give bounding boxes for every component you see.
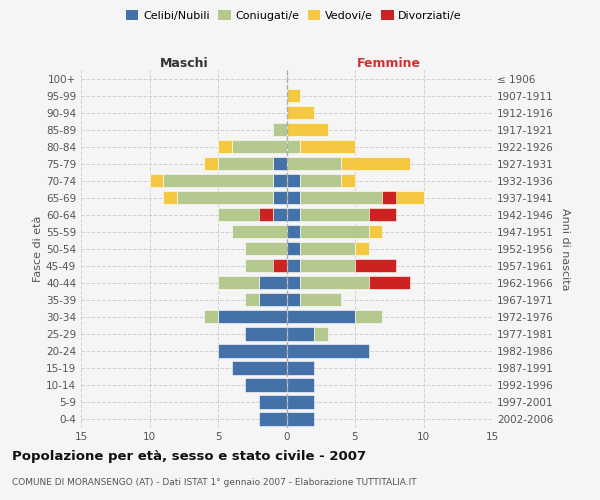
Bar (287, 123, 328, 136)
Bar (287, 174, 300, 188)
Bar (205, 157, 218, 170)
Bar (300, 242, 355, 256)
Bar (245, 259, 287, 272)
Bar (287, 259, 300, 272)
Bar (218, 140, 232, 153)
Bar (259, 293, 287, 306)
Bar (341, 157, 410, 170)
Y-axis label: Anni di nascita: Anni di nascita (560, 208, 570, 290)
Bar (382, 191, 396, 204)
Bar (369, 276, 410, 289)
Bar (218, 276, 259, 289)
Text: Maschi: Maschi (160, 57, 208, 70)
Bar (149, 174, 163, 188)
Bar (300, 140, 355, 153)
Bar (218, 157, 273, 170)
Bar (287, 327, 314, 340)
Bar (287, 157, 341, 170)
Bar (273, 191, 287, 204)
Bar (300, 225, 369, 238)
Bar (218, 310, 287, 324)
Bar (245, 242, 287, 256)
Bar (382, 191, 424, 204)
Text: Popolazione per età, sesso e stato civile - 2007: Popolazione per età, sesso e stato civil… (12, 450, 366, 463)
Bar (369, 208, 396, 222)
Bar (300, 276, 369, 289)
Bar (287, 276, 300, 289)
Bar (273, 174, 287, 188)
Bar (273, 259, 287, 272)
Bar (273, 208, 287, 222)
Bar (205, 310, 218, 324)
Bar (287, 191, 300, 204)
Bar (218, 344, 287, 358)
Bar (287, 412, 314, 426)
Bar (218, 208, 273, 222)
Bar (245, 327, 287, 340)
Bar (355, 310, 382, 324)
Bar (232, 362, 287, 374)
Bar (314, 327, 328, 340)
Bar (287, 106, 314, 119)
Bar (163, 191, 177, 204)
Bar (287, 362, 314, 374)
Bar (287, 396, 314, 408)
Bar (287, 344, 369, 358)
Bar (300, 191, 382, 204)
Bar (369, 225, 382, 238)
Bar (245, 293, 259, 306)
Bar (273, 157, 287, 170)
Bar (300, 293, 341, 306)
Bar (300, 208, 369, 222)
Text: Femmine: Femmine (357, 57, 421, 70)
Bar (287, 208, 300, 222)
Bar (355, 242, 369, 256)
Bar (273, 123, 287, 136)
Bar (287, 378, 314, 392)
Bar (287, 242, 300, 256)
Bar (163, 174, 273, 188)
Bar (177, 191, 273, 204)
Bar (300, 174, 341, 188)
Bar (259, 412, 287, 426)
Bar (341, 174, 355, 188)
Bar (300, 259, 355, 272)
Bar (369, 208, 396, 222)
Bar (232, 140, 287, 153)
Text: COMUNE DI MORANSENGO (AT) - Dati ISTAT 1° gennaio 2007 - Elaborazione TUTTITALIA: COMUNE DI MORANSENGO (AT) - Dati ISTAT 1… (12, 478, 416, 487)
Bar (287, 310, 355, 324)
Bar (287, 140, 300, 153)
Bar (355, 259, 396, 272)
Bar (259, 276, 287, 289)
Bar (259, 396, 287, 408)
Bar (287, 293, 300, 306)
Bar (232, 225, 287, 238)
Bar (245, 378, 287, 392)
Bar (259, 208, 273, 222)
Bar (287, 89, 300, 102)
Y-axis label: Fasce di età: Fasce di età (33, 216, 43, 282)
Legend: Celibi/Nubili, Coniugati/e, Vedovi/e, Divorziati/e: Celibi/Nubili, Coniugati/e, Vedovi/e, Di… (122, 6, 466, 25)
Bar (287, 225, 300, 238)
